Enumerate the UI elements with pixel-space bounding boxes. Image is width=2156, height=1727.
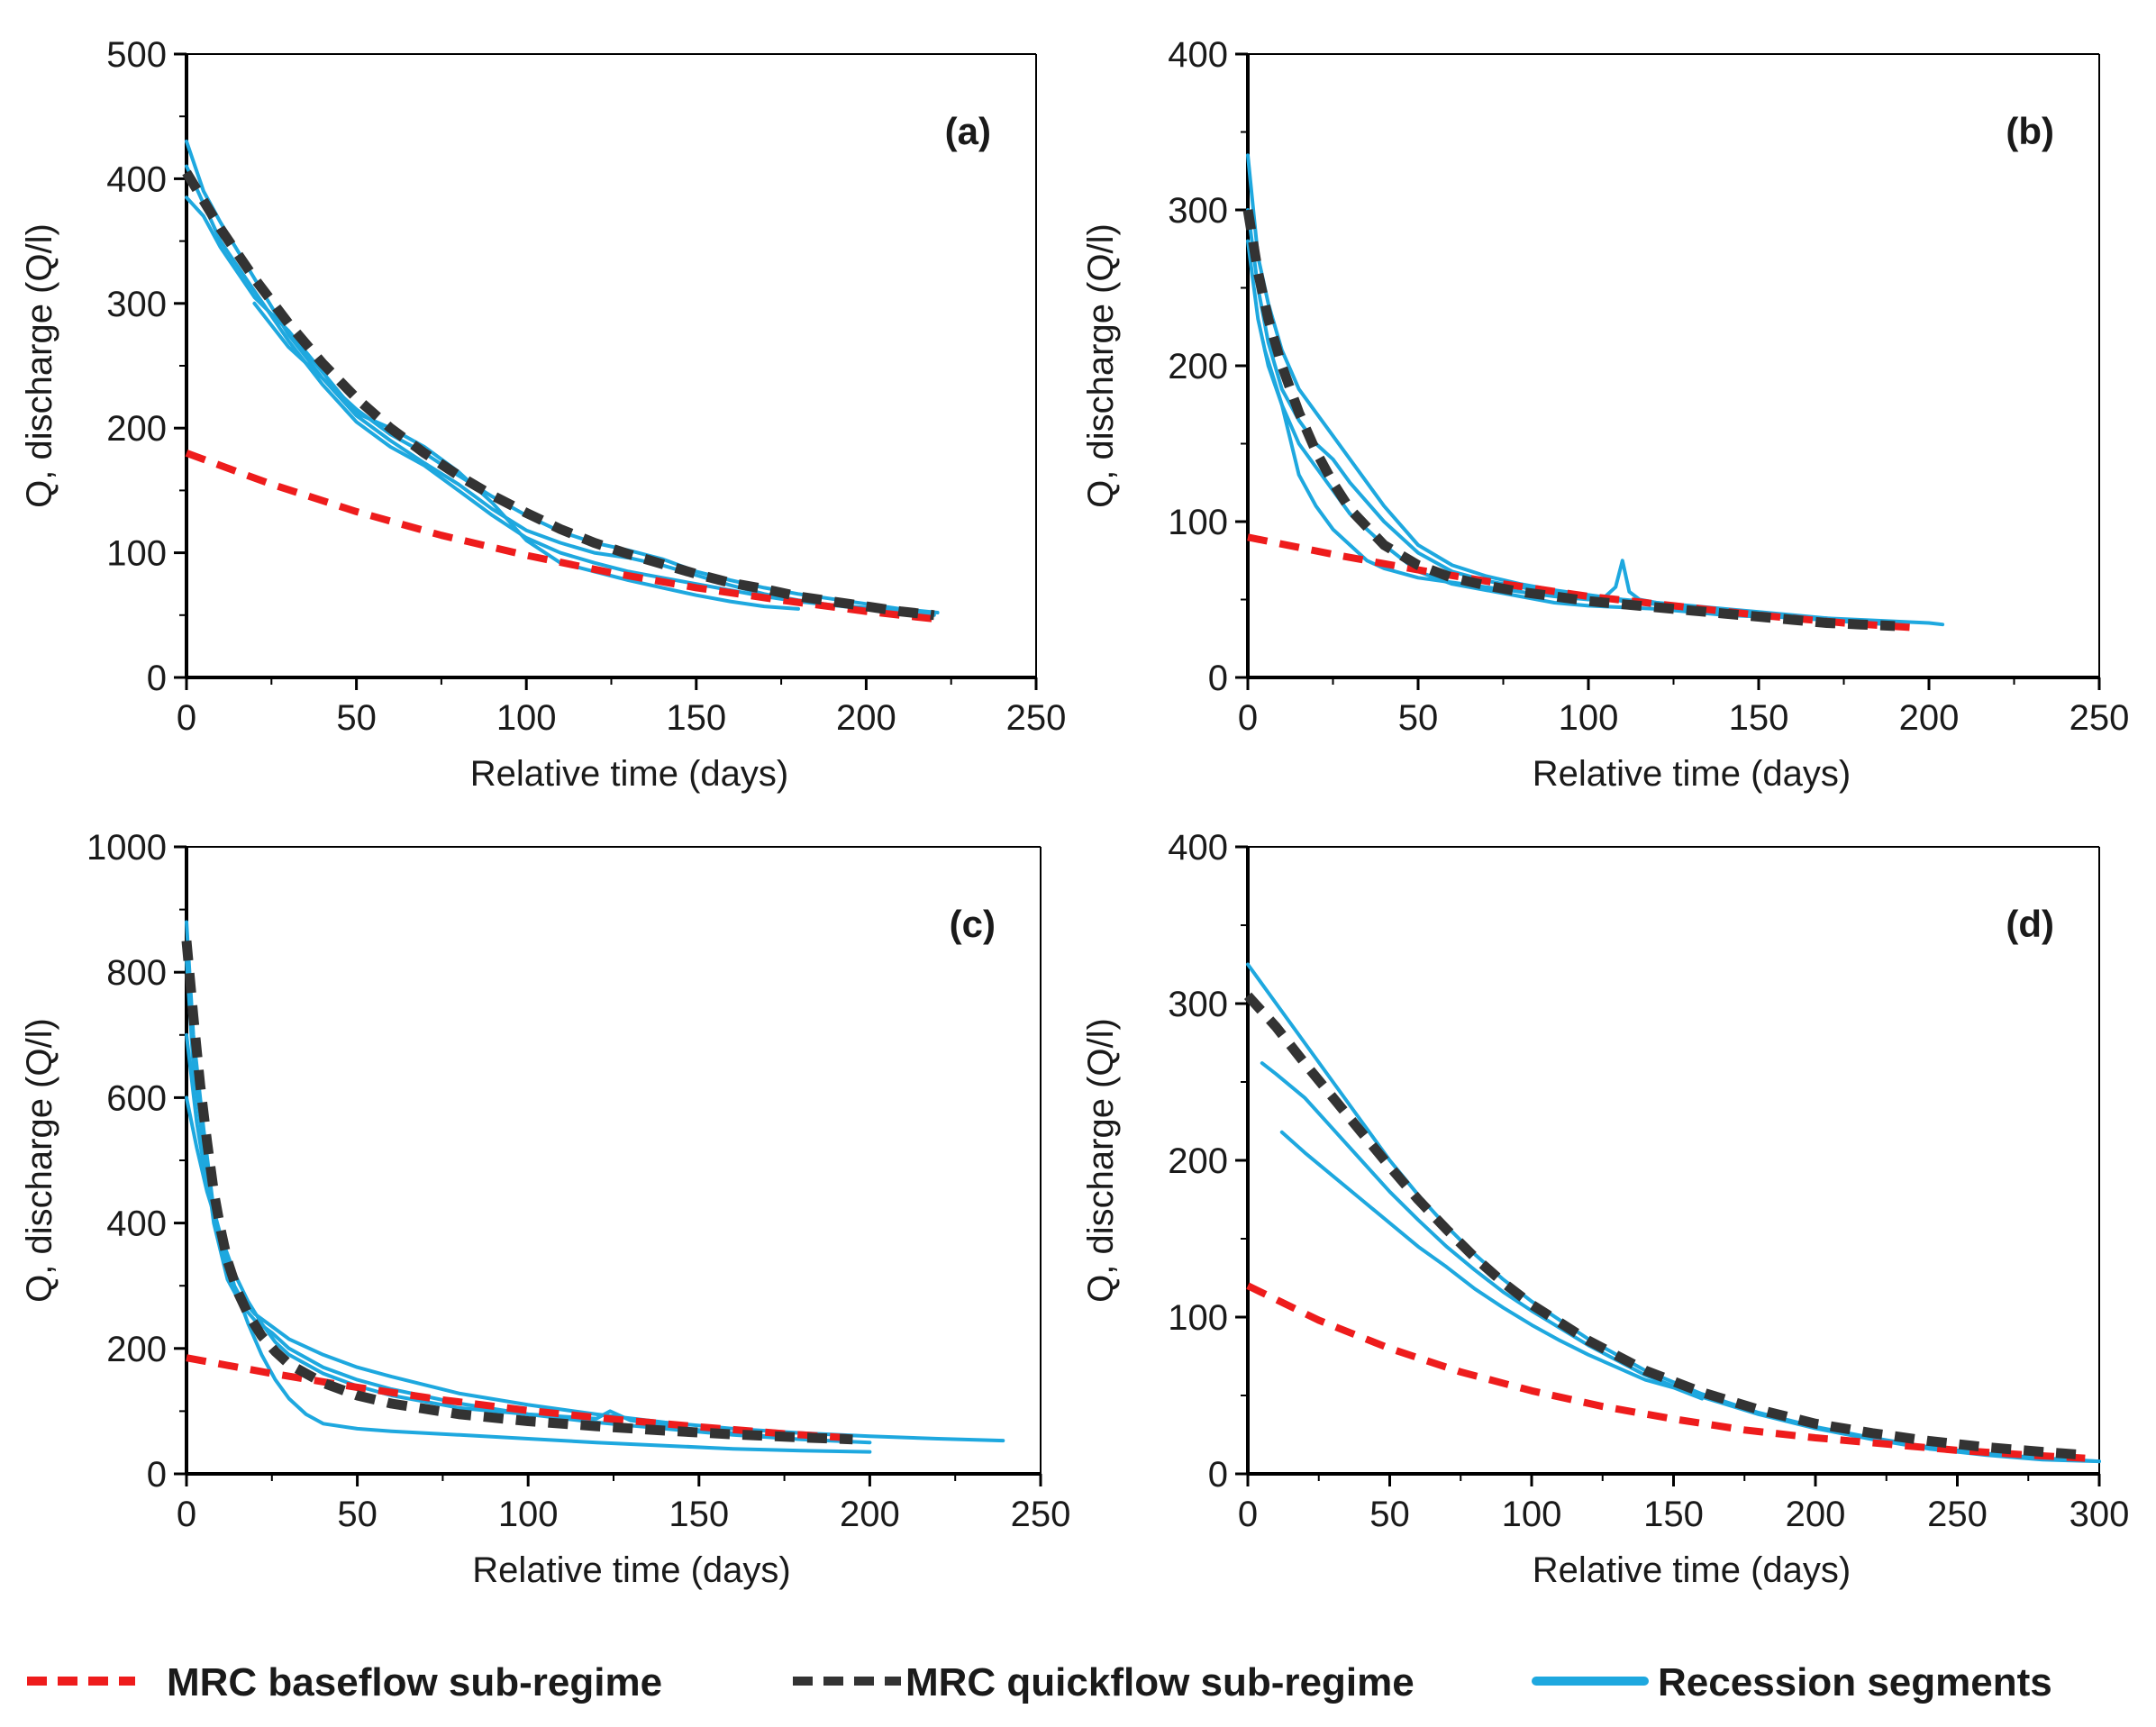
recession-line — [1260, 1061, 2101, 1464]
y-tick-label: 300 — [106, 285, 167, 324]
x-axis-label: Relative time (days) — [1533, 1550, 1851, 1590]
panel-label: (c) — [950, 903, 996, 945]
y-tick-label: 200 — [1168, 1141, 1228, 1181]
x-axis-label: Relative time (days) — [470, 754, 788, 794]
x-tick-label: 50 — [336, 698, 377, 738]
x-tick-label: 0 — [177, 698, 196, 738]
y-axis-label: Q, discharge (Q/l) — [20, 223, 59, 508]
recession-line — [185, 195, 800, 611]
x-tick-label: 250 — [2070, 698, 2130, 738]
legend-item-baseflow: MRC baseflow sub-regime — [27, 1660, 662, 1704]
y-tick-label: 0 — [147, 659, 167, 698]
quickflow-line — [1243, 992, 2086, 1460]
baseflow-line — [1246, 1282, 2086, 1462]
baseflow-line — [1247, 533, 1913, 632]
y-axis-label: Q, discharge (Q/l) — [1081, 223, 1121, 508]
y-tick-label: 0 — [1208, 659, 1228, 698]
x-tick-label: 0 — [1238, 1495, 1258, 1534]
legend-item-recession: Recession segments — [1532, 1660, 2052, 1704]
x-tick-label: 50 — [1369, 1495, 1410, 1534]
quickflow-line — [182, 169, 935, 621]
y-tick-label: 200 — [1168, 347, 1228, 386]
y-axis-label: Q, discharge (Q/l) — [20, 1018, 59, 1303]
y-tick-label: 500 — [106, 35, 167, 75]
legend-label: MRC baseflow sub-regime — [167, 1660, 662, 1704]
x-axis-label: Relative time (days) — [1533, 754, 1851, 794]
x-tick-label: 150 — [669, 1495, 729, 1534]
x-tick-label: 300 — [2070, 1495, 2130, 1534]
y-tick-label: 100 — [1168, 503, 1228, 542]
recession-line — [185, 1095, 872, 1454]
legend-item-quickflow: MRC quickflow sub-regime — [793, 1660, 1415, 1704]
recession-line — [1262, 348, 1760, 619]
x-tick-label: 150 — [1643, 1495, 1704, 1534]
recession-line — [185, 958, 872, 1445]
y-tick-label: 600 — [106, 1078, 167, 1118]
recession-line — [1279, 1130, 1704, 1401]
chart-panel: 0 50 100 150 200 250 0 100 200 300 400 500 Relative … — [20, 35, 1066, 794]
x-axis-label: Relative time (days) — [472, 1550, 790, 1590]
x-tick-label: 150 — [666, 698, 726, 738]
x-tick-label: 0 — [177, 1495, 196, 1534]
y-tick-label: 300 — [1168, 191, 1228, 231]
recession-line — [185, 920, 1005, 1443]
panel-label: (d) — [2006, 903, 2054, 945]
chart-panel: 0 50 100 150 200 250 300 0 100 200 300 400 Relative … — [1081, 828, 2129, 1590]
y-tick-label: 0 — [1208, 1455, 1228, 1495]
recession-line — [1246, 208, 1897, 627]
quickflow-line — [181, 940, 853, 1445]
x-tick-label: 100 — [496, 698, 557, 738]
chart-panels: 0 50 100 150 200 2500100200300400500Relative … — [20, 35, 2129, 1590]
x-tick-label: 250 — [1011, 1495, 1071, 1534]
y-tick-label: 400 — [1168, 35, 1228, 75]
recession-line — [1246, 153, 1945, 627]
x-tick-label: 250 — [1006, 698, 1067, 738]
x-tick-label: 50 — [337, 1495, 378, 1534]
baseflow-line — [186, 1354, 853, 1442]
panel-label: (a) — [945, 110, 991, 152]
legend-label: MRC quickflow sub-regime — [905, 1660, 1415, 1704]
x-tick-label: 200 — [1899, 698, 1960, 738]
x-tick-label: 100 — [1559, 698, 1619, 738]
x-tick-label: 150 — [1729, 698, 1789, 738]
x-tick-label: 100 — [498, 1495, 559, 1534]
recession-line — [185, 164, 936, 617]
x-tick-label: 200 — [836, 698, 896, 738]
y-tick-label: 400 — [106, 159, 167, 199]
baseflow-line — [185, 450, 935, 623]
x-tick-label: 100 — [1502, 1495, 1562, 1534]
y-tick-label: 800 — [106, 953, 167, 993]
y-tick-label: 100 — [1168, 1298, 1228, 1338]
y-tick-label: 200 — [106, 409, 167, 449]
quickflow-line — [1242, 209, 1896, 632]
y-tick-label: 300 — [1168, 985, 1228, 1024]
y-tick-label: 1000 — [86, 828, 167, 868]
chart-panel: 0 50 100 150 200 250 0 100 200 300 400 Relative tim… — [1081, 35, 2129, 794]
y-tick-label: 400 — [106, 1204, 167, 1244]
x-tick-label: 250 — [1927, 1495, 1988, 1534]
chart-panel: 0 50 100 150 200 250 0 200 400 600 800 1000 Relative… — [20, 828, 1070, 1590]
x-tick-label: 200 — [1786, 1495, 1846, 1534]
y-tick-label: 200 — [106, 1330, 167, 1369]
x-tick-label: 50 — [1398, 698, 1439, 738]
y-tick-label: 100 — [106, 534, 167, 574]
panel-label: (b) — [2006, 110, 2054, 152]
y-tick-label: 0 — [147, 1455, 167, 1495]
legend-label: Recession segments — [1658, 1660, 2052, 1704]
recession-line — [1246, 239, 1829, 621]
x-tick-label: 0 — [1238, 698, 1258, 738]
y-tick-label: 400 — [1168, 828, 1228, 868]
legend: MRC baseflow sub-regime MRC quickflow sub… — [27, 1660, 2052, 1704]
x-tick-label: 200 — [840, 1495, 900, 1534]
y-axis-label: Q, discharge (Q/l) — [1081, 1018, 1121, 1303]
